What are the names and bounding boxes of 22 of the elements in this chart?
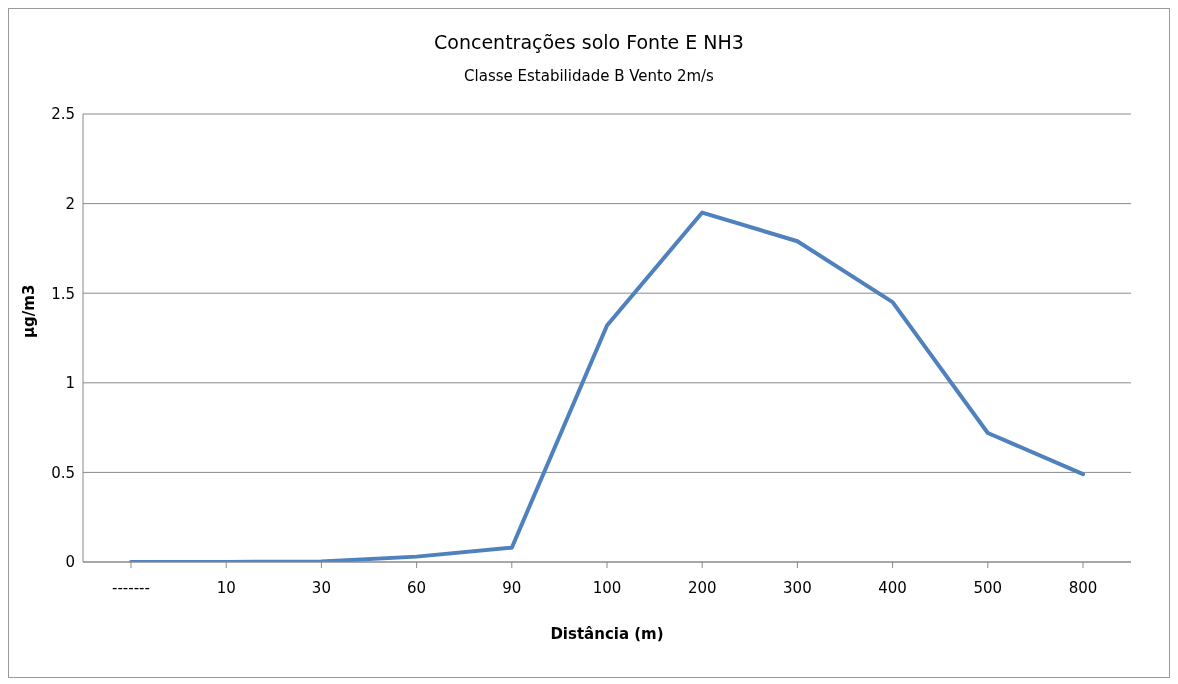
x-tick-label: 100 [592,578,622,597]
y-axis-title: µg/m3 [20,284,39,338]
x-tick-label: 30 [311,578,331,597]
y-tick-label: 0 [65,553,75,572]
y-tick-label: 2 [65,194,75,213]
line-series [129,210,1085,562]
chart-title: Concentrações solo Fonte E NH3 [433,31,745,53]
x-tick-label: 200 [687,578,717,597]
x-axis-title: Distância (m) [550,625,664,643]
x-tick-label: 60 [407,578,427,597]
x-tick-label: 500 [973,578,1003,597]
x-tick-label: 800 [1068,578,1098,597]
x-tick-label: ------- [112,578,150,597]
x-tick-label: 90 [502,578,522,597]
chart-subtitle: Classe Estabilidade B Vento 2m/s [463,67,715,85]
y-tick-label: 2.5 [51,105,75,124]
x-tick-label: 10 [216,578,236,597]
x-tick-label: 300 [783,578,812,597]
y-tick-label: 1 [65,374,75,393]
x-tick-label: 400 [878,578,907,597]
y-tick-label: 1.5 [51,284,75,303]
y-tick-label: 0.5 [51,463,75,482]
